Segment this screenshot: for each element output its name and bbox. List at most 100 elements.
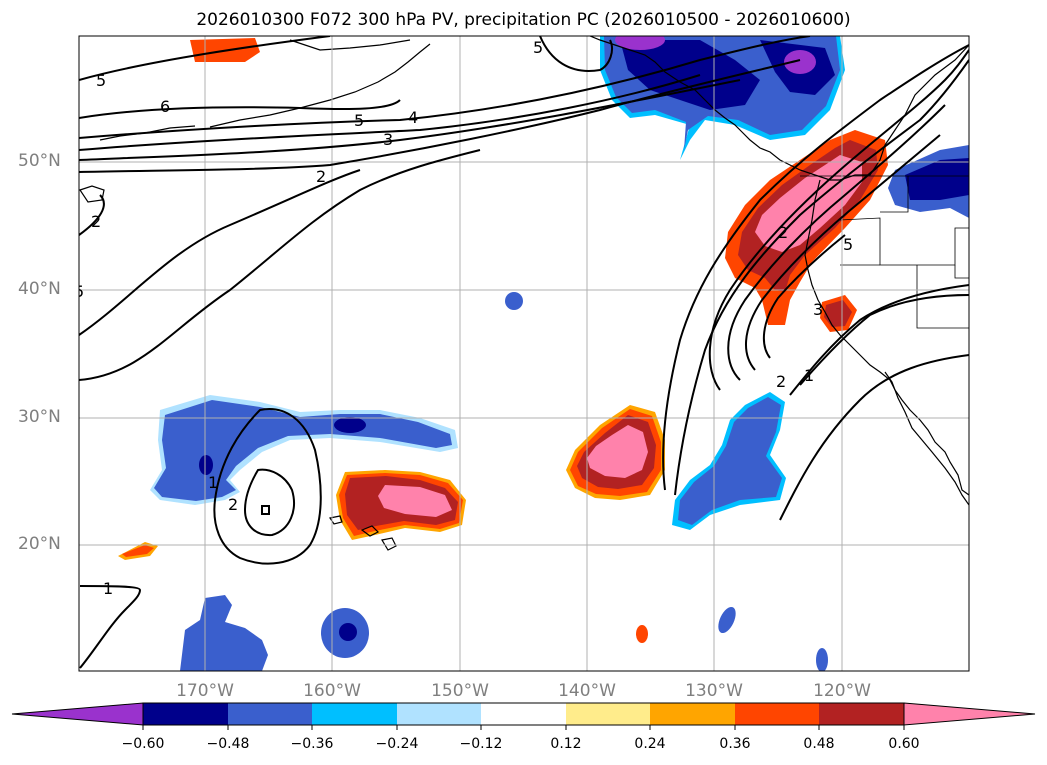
colorbar bbox=[11, 702, 1036, 730]
pv-contour bbox=[79, 194, 105, 236]
precip-blob bbox=[905, 158, 969, 200]
lat-label: 40°N bbox=[18, 279, 61, 299]
contour-labels: 5 6 5 4 3 2 2 5 2 1 2 1 5 5 2 1 3 bbox=[74, 38, 853, 598]
colorbar-tick-label: −0.24 bbox=[375, 736, 419, 752]
contour-label: 1 bbox=[804, 366, 814, 385]
precip-positive-areas bbox=[118, 38, 888, 643]
lon-label: 150°W bbox=[431, 681, 489, 701]
precip-blob bbox=[180, 595, 268, 671]
precip-blob bbox=[718, 606, 736, 634]
pv-contour bbox=[708, 49, 969, 391]
pv-contour bbox=[213, 408, 322, 565]
coastline bbox=[79, 185, 105, 203]
pv-contour bbox=[762, 234, 846, 359]
colorbar-tick-label: 0.24 bbox=[634, 736, 666, 752]
contour-label: 2 bbox=[91, 212, 101, 231]
colorbar-segment bbox=[735, 703, 819, 725]
coastline bbox=[329, 515, 343, 525]
lon-label: 160°W bbox=[303, 681, 361, 701]
pv-contour bbox=[727, 104, 946, 381]
lat-label: 20°N bbox=[18, 534, 61, 554]
colorbar-tick-label: −0.60 bbox=[121, 736, 165, 752]
map-background bbox=[79, 36, 969, 671]
gridlines bbox=[79, 36, 969, 671]
lon-label: 140°W bbox=[558, 681, 616, 701]
colorbar-tick-label: −0.12 bbox=[459, 736, 503, 752]
coastlines bbox=[79, 36, 969, 551]
colorbar-tick-label: 0.36 bbox=[719, 736, 751, 752]
colorbar-segment bbox=[819, 703, 904, 725]
precip-blob bbox=[816, 648, 828, 671]
contour-label: 1 bbox=[208, 473, 218, 492]
precip-blob bbox=[678, 397, 782, 525]
pv-contour bbox=[261, 505, 270, 515]
precip-blob bbox=[378, 485, 452, 517]
colorbar-extend-low bbox=[11, 702, 144, 726]
pv-contour bbox=[79, 585, 142, 669]
coastline bbox=[884, 371, 969, 506]
lat-label: 50°N bbox=[18, 151, 61, 171]
colorbar-segment bbox=[143, 703, 228, 725]
contour-label: 2 bbox=[778, 223, 788, 242]
contour-label: 2 bbox=[776, 372, 786, 391]
border-line bbox=[880, 176, 909, 213]
pv-contour bbox=[539, 36, 613, 72]
precip-blob bbox=[122, 545, 154, 557]
pv-contour bbox=[79, 99, 401, 119]
colorbar-segment bbox=[650, 703, 735, 725]
pv-contour bbox=[79, 36, 811, 139]
political-borders bbox=[800, 175, 969, 329]
precip-blob bbox=[199, 455, 213, 475]
pv-contour bbox=[79, 149, 481, 381]
contour-label: 5 bbox=[74, 282, 84, 301]
contour-label: 5 bbox=[354, 111, 364, 130]
contour-label: 4 bbox=[408, 108, 418, 127]
colorbar-tick-label: −0.36 bbox=[290, 736, 334, 752]
precip-blob bbox=[615, 36, 665, 50]
contour-label: 3 bbox=[383, 130, 393, 149]
colorbar-tick-label: 0.48 bbox=[803, 736, 835, 752]
coastline bbox=[589, 36, 969, 181]
colorbar-tick-label: 0.60 bbox=[888, 736, 920, 752]
contour-label: 1 bbox=[103, 579, 113, 598]
pv-contour bbox=[662, 44, 969, 491]
colorbar-segment bbox=[228, 703, 312, 725]
pv-contour bbox=[779, 354, 969, 521]
contour-label: 5 bbox=[533, 38, 543, 57]
colorbar-frame bbox=[142, 702, 905, 726]
precip-blob bbox=[620, 40, 760, 110]
colorbar-segment bbox=[566, 703, 650, 725]
colorbar-segment bbox=[397, 703, 481, 725]
pv-contour bbox=[799, 294, 969, 386]
map-frame bbox=[78, 35, 970, 672]
colorbar-segment bbox=[481, 703, 566, 725]
pv-contour bbox=[79, 36, 331, 81]
coastline bbox=[209, 43, 431, 128]
pv-contours bbox=[79, 36, 969, 669]
precip-blob bbox=[339, 623, 357, 641]
pv-contour bbox=[79, 59, 801, 173]
coastline bbox=[381, 537, 397, 551]
precip-blob bbox=[154, 400, 452, 501]
lat-label: 30°N bbox=[18, 407, 61, 427]
lon-label: 130°W bbox=[685, 681, 743, 701]
precip-negative-areas bbox=[150, 36, 969, 671]
lon-label: 170°W bbox=[176, 681, 234, 701]
colorbar-tick-label: 0.12 bbox=[550, 736, 582, 752]
border-line bbox=[839, 217, 969, 266]
pv-contour bbox=[243, 468, 295, 537]
contour-label: 6 bbox=[160, 97, 170, 116]
contour-label: 5 bbox=[843, 235, 853, 254]
precip-blob bbox=[587, 425, 648, 478]
colorbar-segment bbox=[312, 703, 397, 725]
precip-blob bbox=[784, 50, 816, 74]
border-line bbox=[954, 265, 969, 279]
contour-label: 2 bbox=[316, 167, 326, 186]
pv-contour bbox=[674, 59, 969, 496]
pv-contour bbox=[79, 74, 701, 151]
map-title: 2026010300 F072 300 hPa PV, precipitatio… bbox=[196, 10, 851, 30]
lon-label: 120°W bbox=[813, 681, 871, 701]
coastline bbox=[360, 525, 380, 537]
pv-contour bbox=[79, 169, 361, 336]
